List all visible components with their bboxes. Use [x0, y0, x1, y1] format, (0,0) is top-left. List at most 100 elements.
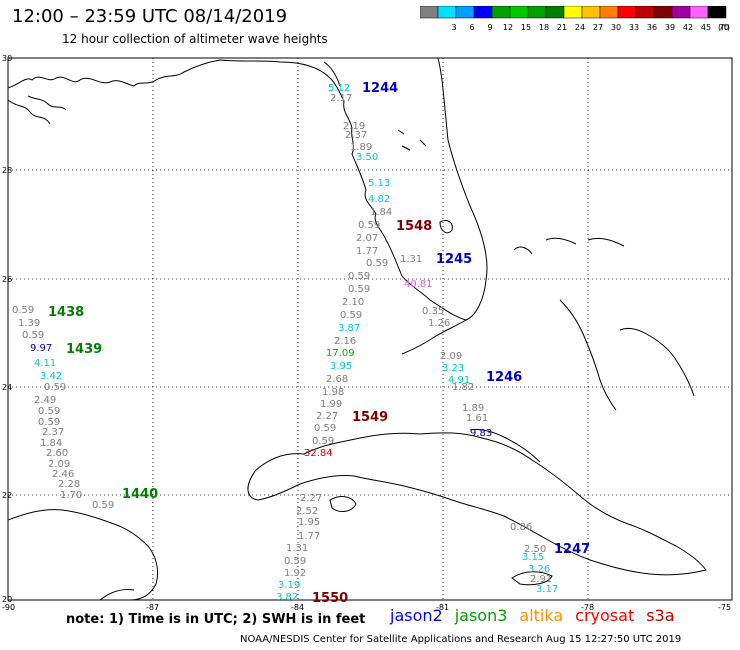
wave-height-value: 1.77 [356, 246, 378, 257]
wave-height-value: 32.84 [304, 448, 333, 459]
wave-height-value: 2.17 [330, 93, 352, 104]
colorbar-label: 9 [487, 23, 492, 32]
wave-height-value: 4.91 [448, 375, 470, 386]
wave-height-value: 2.28 [58, 479, 80, 490]
wave-height-value: 9.97 [30, 343, 52, 354]
wave-height-value: 1.82 [452, 382, 474, 393]
colorbar-label: 42 [683, 23, 693, 32]
wave-height-value: 2.46 [52, 469, 74, 480]
axis-labels: 30 28 26 24 22 20 -90 -87 -84 -81 -78 -7… [2, 54, 731, 612]
pass-label: 1438 [48, 305, 84, 320]
wave-height-value: 3.95 [330, 361, 352, 372]
wave-height-value: 1.77 [298, 531, 320, 542]
colorbar-label: 27 [593, 23, 603, 32]
wave-height-value: 3.50 [356, 152, 378, 163]
wave-height-value: 0.59 [348, 284, 370, 295]
pass-label: 1550 [312, 591, 348, 606]
wave-height-value: 2.09 [440, 351, 462, 362]
colorbar-swatch [707, 6, 727, 19]
wave-height-value: 3.26 [528, 564, 550, 575]
wave-height-value: 3.15 [522, 552, 544, 563]
colorbar-label: 6 [469, 23, 474, 32]
lat-label: 24 [2, 383, 12, 392]
colorbar-label: 21 [557, 23, 567, 32]
wave-height-value: 1.89 [350, 142, 372, 153]
pass-label: 1244 [362, 81, 398, 96]
pass-label: 1246 [486, 370, 522, 385]
map-subtitle: 12 hour collection of altimeter wave hei… [62, 32, 328, 46]
colorbar-label: 39 [665, 23, 675, 32]
colorbar-label: 45 [701, 23, 711, 32]
wave-height-value: 2.52 [296, 506, 318, 517]
wave-height-value: 0.59 [358, 220, 380, 231]
lon-label: -84 [291, 603, 304, 612]
color-scale-bar: 3 6 9 12 15 18 21 24 27 30 33 36 39 42 45 70(ft) [420, 6, 730, 32]
wave-height-value: 2.49 [34, 395, 56, 406]
note-text: note: 1) Time is in UTC; 2) SWH is in fe… [66, 612, 366, 627]
wave-height-value: 4.82 [368, 194, 390, 205]
wave-height-value: 4.11 [34, 358, 56, 369]
pass-label: 1440 [122, 487, 158, 502]
wave-height-value: 3.87 [338, 323, 360, 334]
wave-height-value: 0.59 [44, 382, 66, 393]
wave-height-value: 0.59 [12, 305, 34, 316]
wave-height-value: 0.59 [314, 423, 336, 434]
wave-height-value: 2.37 [345, 130, 367, 141]
wave-height-value: 0.59 [340, 310, 362, 321]
wave-height-value: 5.12 [328, 83, 350, 94]
lon-label: -90 [2, 603, 15, 612]
colorbar-label: 15 [521, 23, 531, 32]
legend-cryosat: cryosat [575, 606, 635, 625]
wave-height-value: 2.37 [42, 427, 64, 438]
wave-height-value: 2.16 [334, 336, 356, 347]
pass-label: 1548 [396, 219, 432, 234]
wave-height-readings: 5.122.172.192.371.893.505.134.821.840.59… [12, 83, 558, 603]
legend-jason3: jason3 [454, 606, 508, 625]
wave-height-value: 3.82 [276, 592, 298, 603]
wave-height-value: 1.84 [370, 207, 392, 218]
wave-height-value: 2.07 [356, 233, 378, 244]
wave-height-value: 2.91 [530, 574, 552, 585]
wave-height-value: 1.39 [18, 318, 40, 329]
wave-height-value: 40.81 [404, 279, 433, 290]
colorbar-label: 24 [575, 23, 585, 32]
colorbar-label: 3 [451, 23, 456, 32]
wave-height-value: 0.59 [312, 436, 334, 447]
wave-height-value: 2.27 [300, 493, 322, 504]
lon-label: -81 [436, 603, 449, 612]
lat-label: 30 [2, 54, 12, 63]
wave-height-value: 3.17 [536, 584, 558, 595]
wave-height-value: 2.68 [326, 374, 348, 385]
wave-height-value: 2.60 [46, 448, 68, 459]
wave-height-value: 0.59 [284, 556, 306, 567]
wave-height-value: 0.59 [366, 258, 388, 269]
wave-height-value: 3.19 [278, 580, 300, 591]
wave-height-value: 0.59 [22, 330, 44, 341]
legend-jason2: jason2 [390, 606, 443, 625]
lat-label: 22 [2, 491, 12, 500]
wave-height-value: 0.59 [38, 406, 60, 417]
wave-height-value: 1.98 [322, 387, 344, 398]
wave-height-value: 1.61 [466, 413, 488, 424]
lat-label: 28 [2, 166, 12, 175]
colorbar-label: 70 [719, 23, 729, 32]
wave-height-value: 3.42 [40, 371, 62, 382]
colorbar-label: 33 [629, 23, 639, 32]
wave-height-value: 0.35 [422, 306, 444, 317]
wave-height-value: 0.59 [38, 417, 60, 428]
wave-height-value: 1.92 [284, 568, 306, 579]
wave-height-value: 0.86 [510, 522, 532, 533]
lon-label: -75 [718, 603, 731, 612]
lon-label: -78 [581, 603, 594, 612]
colorbar-label: 36 [647, 23, 657, 32]
wave-height-value: 9.83 [470, 428, 492, 439]
colorbar-label: 30 [611, 23, 621, 32]
wave-height-value: 1.26 [428, 318, 450, 329]
pass-label: 1549 [352, 410, 388, 425]
wave-height-value: 1.31 [286, 543, 308, 554]
wave-height-value: 2.19 [343, 121, 365, 132]
wave-height-value: 1.95 [298, 517, 320, 528]
lon-label: -87 [146, 603, 159, 612]
map-grid [7, 57, 733, 601]
